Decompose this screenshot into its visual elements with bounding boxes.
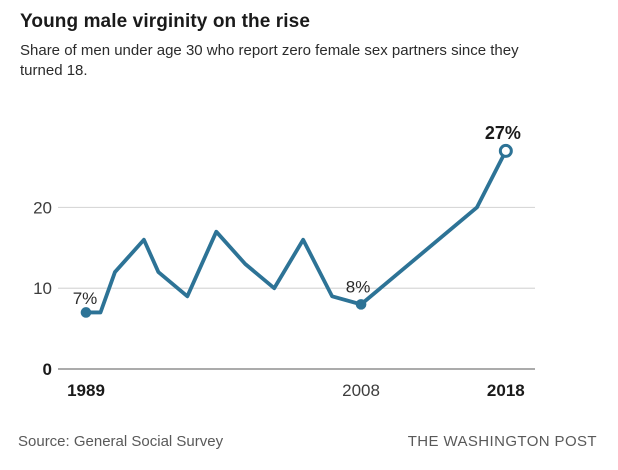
publisher-credit: THE WASHINGTON POST <box>407 433 597 450</box>
y-tick-label-0: 0 <box>43 360 52 379</box>
source-note: Source: General Social Survey <box>18 433 224 450</box>
chart-title: Young male virginity on the rise <box>20 11 311 32</box>
y-tick-label-10: 10 <box>33 279 52 298</box>
x-tick-label-2018: 2018 <box>487 381 525 400</box>
x-tick-label-1989: 1989 <box>67 381 105 400</box>
chart-subtitle: Share of men under age 30 who report zer… <box>20 42 519 79</box>
point-label-1989: 7% <box>73 289 98 308</box>
data-point-1989 <box>80 307 92 318</box>
point-label-2018: 27% <box>485 123 521 143</box>
x-tick-label-2008: 2008 <box>342 381 380 400</box>
y-tick-label-20: 20 <box>33 198 52 217</box>
data-point-2018 <box>498 143 513 158</box>
data-point-2008 <box>355 299 367 310</box>
point-label-2008: 8% <box>346 277 371 296</box>
